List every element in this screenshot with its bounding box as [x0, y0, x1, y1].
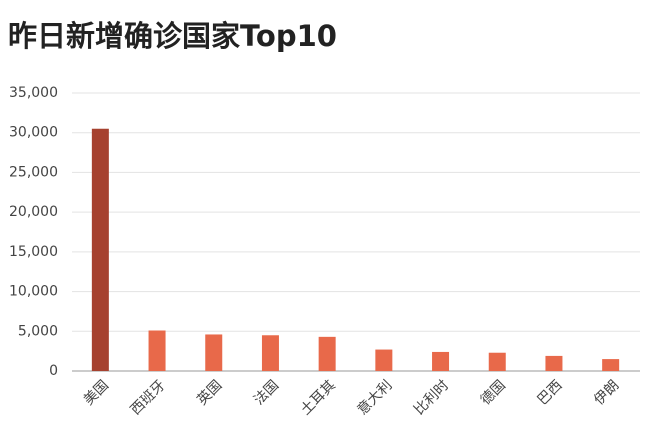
x-tick-label: 比利时 — [411, 377, 452, 418]
x-tick-label: 意大利 — [354, 377, 396, 419]
y-tick-label: 0 — [49, 363, 58, 379]
x-tick-label: 英国 — [194, 377, 226, 409]
x-tick-label: 西班牙 — [128, 377, 169, 418]
bar — [432, 351, 450, 371]
bar — [602, 359, 620, 371]
y-tick-label: 20,000 — [9, 204, 58, 220]
bar — [261, 335, 279, 371]
x-tick-label: 巴西 — [534, 377, 565, 408]
bar — [318, 336, 336, 371]
bar — [148, 330, 166, 371]
y-tick-label: 25,000 — [9, 164, 58, 180]
x-tick-label: 伊朗 — [591, 377, 622, 408]
bar — [545, 355, 563, 371]
x-tick-label: 土耳其 — [298, 377, 339, 418]
chart-title: 昨日新增确诊国家Top10 — [8, 19, 337, 53]
bar — [205, 334, 223, 371]
y-tick-label: 35,000 — [9, 85, 58, 101]
y-tick-label: 30,000 — [9, 125, 58, 141]
x-tick-label: 德国 — [478, 377, 509, 408]
x-tick-label: 美国 — [81, 377, 112, 408]
bar — [488, 352, 506, 371]
bar — [375, 349, 393, 371]
x-tick-label: 法国 — [251, 377, 282, 408]
y-tick-label: 15,000 — [9, 244, 58, 260]
y-tick-label: 10,000 — [9, 284, 58, 300]
bar — [91, 128, 109, 371]
y-tick-label: 5,000 — [18, 323, 58, 339]
